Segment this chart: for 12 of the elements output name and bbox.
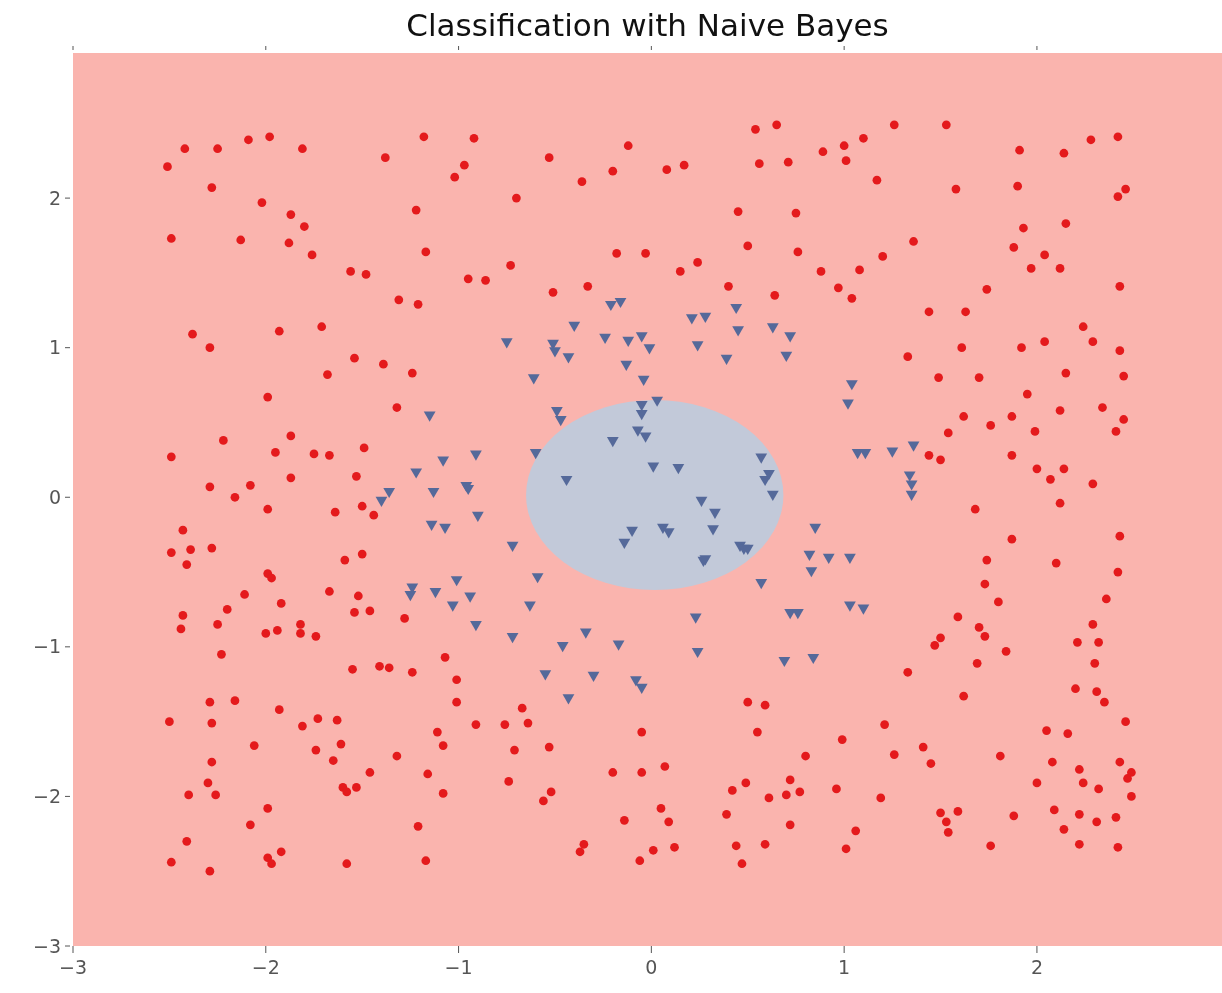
y-tick-label: 1: [48, 336, 61, 359]
y-tick-label: −3: [32, 934, 61, 957]
x-tick-label: 0: [645, 956, 658, 978]
chart-title: Classification with Naive Bayes: [406, 7, 889, 43]
x-tick-label: −1: [444, 956, 473, 978]
x-tick-label: 1: [838, 956, 851, 978]
y-tick-label: −2: [32, 785, 61, 808]
y-tick-label: −1: [32, 635, 61, 658]
y-tick-label: 0: [48, 485, 61, 508]
y-tick-label: 2: [48, 186, 61, 209]
x-tick-label: 2: [1030, 956, 1043, 978]
x-tick-label: −2: [251, 956, 280, 978]
